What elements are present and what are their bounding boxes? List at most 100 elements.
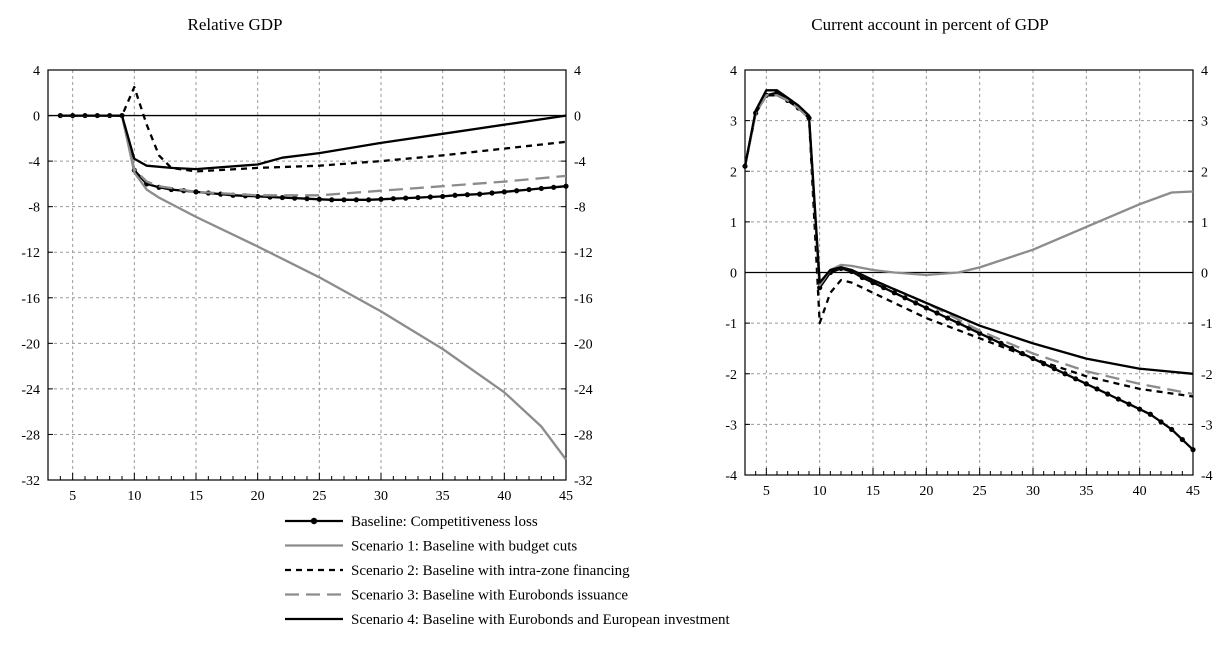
gdp-series-point — [341, 197, 347, 203]
y-tick-label-left: -24 — [21, 383, 40, 398]
ca-series-point — [1179, 436, 1185, 443]
gdp-series-point — [353, 197, 359, 203]
y-tick-label-left: 4 — [33, 64, 40, 79]
ca-series-point — [1115, 396, 1121, 402]
y-tick-label-left: -12 — [21, 246, 40, 261]
y-tick-label-right: -4 — [1201, 469, 1213, 484]
x-tick-label: 5 — [69, 489, 76, 504]
ca-series-point — [902, 295, 908, 301]
y-tick-label-left: -8 — [28, 201, 40, 216]
y-tick-label-right: -28 — [574, 428, 593, 443]
gdp-series-point — [452, 192, 458, 198]
ca-series-point — [1169, 426, 1175, 433]
y-tick-label-left: -3 — [725, 418, 737, 433]
legend-label: Scenario 4: Baseline with Eurobonds and … — [351, 612, 730, 628]
gdp-series-point — [477, 191, 483, 197]
gdp-series-line-4 — [60, 114, 567, 171]
y-tick-label-left: -28 — [21, 428, 40, 443]
ca-series-point — [1137, 406, 1143, 412]
ca-series-point — [998, 340, 1004, 346]
gdp-series-point — [440, 193, 446, 200]
gdp-series-point — [526, 186, 532, 193]
x-tick-label: 20 — [251, 489, 265, 504]
legend-swatch-dot — [310, 517, 318, 525]
x-tick-label: 45 — [559, 489, 573, 504]
x-tick-label: 40 — [1133, 484, 1147, 499]
ca-series-point — [891, 290, 897, 296]
y-tick-label-right: -2 — [1201, 368, 1213, 383]
ca-series-point — [923, 305, 929, 311]
ca-series-line-1 — [743, 94, 1194, 287]
ca-series-point — [1126, 401, 1132, 407]
gdp-series-point — [464, 192, 470, 198]
panel-title: Relative GDP — [188, 15, 283, 34]
ca-series-point — [955, 320, 961, 326]
gdp-series-point — [193, 189, 199, 195]
gdp-series-point — [489, 190, 495, 196]
x-tick-label: 35 — [1079, 484, 1093, 499]
y-tick-label-left: -16 — [21, 292, 40, 307]
y-tick-label-left: -20 — [21, 337, 40, 352]
y-tick-label-left: -32 — [21, 474, 40, 489]
gdp-series-point — [255, 193, 261, 200]
y-tick-label-right: 4 — [1201, 64, 1208, 79]
gdp-series-point — [292, 195, 298, 201]
y-tick-label-right: 2 — [1201, 165, 1208, 180]
y-tick-label-left: 3 — [730, 115, 737, 130]
y-tick-label-right: 4 — [574, 64, 581, 79]
y-tick-label-right: -3 — [1201, 418, 1213, 433]
legend-label: Scenario 3: Baseline with Eurobonds issu… — [351, 588, 628, 604]
ca-series-point — [977, 330, 983, 336]
ca-series-point — [1062, 371, 1068, 377]
gdp-series-point — [551, 184, 557, 190]
ca-series-point — [1147, 411, 1153, 417]
x-tick-label: 30 — [1026, 484, 1040, 499]
y-tick-label-right: -24 — [574, 383, 593, 398]
gdp-series-point — [316, 196, 322, 202]
x-tick-label: 20 — [919, 484, 933, 499]
gdp-series-point — [329, 197, 335, 203]
ca-series-point — [1083, 381, 1089, 387]
ca-series-point — [1158, 419, 1164, 425]
ca-series-point — [1190, 447, 1196, 453]
gdp-series-point — [415, 194, 421, 201]
y-tick-label-left: -4 — [725, 469, 737, 484]
gdp-series-point — [563, 183, 569, 189]
x-tick-label: 10 — [127, 489, 141, 504]
y-tick-label-right: -12 — [574, 246, 593, 261]
ca-series-point — [945, 315, 951, 321]
y-tick-label-left: 4 — [730, 64, 737, 79]
ca-series-line-0 — [743, 91, 1194, 451]
ca-series-line-3 — [743, 94, 1194, 396]
y-tick-label-left: 0 — [33, 110, 40, 125]
panel-title: Current account in percent of GDP — [811, 15, 1048, 34]
y-tick-label-left: -4 — [28, 155, 40, 170]
gdp-series-line-0 — [60, 114, 567, 201]
gdp-series-point — [501, 189, 507, 195]
ca-series-point — [913, 300, 919, 306]
x-tick-label: 10 — [813, 484, 827, 499]
current-account-panel: Current account in percent of GDP 5 10 15 2… — [725, 15, 1212, 499]
x-tick-label: 40 — [497, 489, 511, 504]
x-tick-label: 30 — [374, 489, 388, 504]
ca-series-line-2 — [743, 94, 1194, 398]
y-tick-label-right: -20 — [574, 337, 593, 352]
relative-gdp-panel: Relative GDP 5 10 15 20 25 30 35 40 454 40 0-4 -4-8… — [21, 15, 592, 504]
gdp-series-point — [378, 196, 384, 202]
gdp-series-line-2 — [60, 85, 567, 173]
y-tick-label-right: 0 — [1201, 267, 1208, 282]
ca-series-point — [1051, 366, 1057, 372]
ca-series-line-4 — [743, 89, 1194, 375]
y-tick-label-right: -4 — [574, 155, 586, 170]
gdp-series-point — [427, 194, 433, 200]
legend-label: Scenario 1: Baseline with budget cuts — [351, 539, 577, 555]
legend-label: Baseline: Competitiveness loss — [351, 514, 538, 530]
legend-label: Scenario 2: Baseline with intra-zone fin… — [351, 563, 630, 579]
ca-series-point — [934, 310, 940, 316]
x-tick-label: 15 — [189, 489, 203, 504]
gdp-series-point — [279, 194, 285, 201]
y-tick-label-left: -2 — [725, 368, 737, 383]
y-tick-label-left: 2 — [730, 165, 737, 180]
gdp-series-point — [390, 196, 396, 202]
